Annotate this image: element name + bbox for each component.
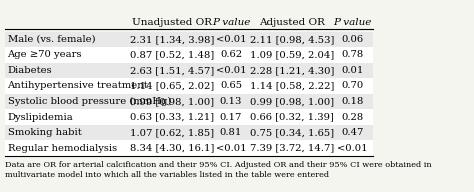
Text: 2.31 [1.34, 3.98]: 2.31 [1.34, 3.98]: [130, 35, 214, 44]
Text: <0.01: <0.01: [337, 144, 368, 152]
Text: 0.06: 0.06: [341, 35, 364, 44]
Text: 0.99 [0.98, 1.00]: 0.99 [0.98, 1.00]: [130, 97, 214, 106]
Text: 2.28 [1.21, 4.30]: 2.28 [1.21, 4.30]: [250, 66, 335, 75]
Bar: [6, 94, 373, 109]
Bar: [6, 78, 373, 94]
Text: 0.47: 0.47: [341, 128, 364, 137]
Text: 1.14 [0.65, 2.02]: 1.14 [0.65, 2.02]: [130, 81, 214, 90]
Bar: [6, 32, 373, 47]
Text: 1.09 [0.59, 2.04]: 1.09 [0.59, 2.04]: [250, 50, 335, 60]
Text: 0.87 [0.52, 1.48]: 0.87 [0.52, 1.48]: [130, 50, 214, 60]
Text: 0.28: 0.28: [341, 113, 364, 122]
Bar: [6, 109, 373, 125]
Text: Smoking habit: Smoking habit: [8, 128, 81, 137]
Text: 0.18: 0.18: [341, 97, 364, 106]
Text: Data are OR for arterial calcification and their 95% CI. Adjusted OR and their 9: Data are OR for arterial calcification a…: [6, 161, 432, 179]
Text: 0.81: 0.81: [220, 128, 242, 137]
Text: 0.75 [0.34, 1.65]: 0.75 [0.34, 1.65]: [250, 128, 334, 137]
Text: 1.07 [0.62, 1.85]: 1.07 [0.62, 1.85]: [130, 128, 214, 137]
Text: Diabetes: Diabetes: [8, 66, 52, 75]
Bar: [6, 125, 373, 140]
Text: Regular hemodialysis: Regular hemodialysis: [8, 144, 117, 152]
Text: Adjusted OR: Adjusted OR: [259, 18, 325, 27]
Text: 0.99 [0.98, 1.00]: 0.99 [0.98, 1.00]: [250, 97, 334, 106]
Text: 1.14 [0.58, 2.22]: 1.14 [0.58, 2.22]: [250, 81, 335, 90]
Text: 0.13: 0.13: [220, 97, 242, 106]
Text: Systolic blood pressure (mmHg): Systolic blood pressure (mmHg): [8, 97, 171, 106]
Text: P value: P value: [212, 18, 250, 27]
Text: <0.01: <0.01: [216, 35, 246, 44]
Text: 2.63 [1.51, 4.57]: 2.63 [1.51, 4.57]: [130, 66, 214, 75]
Text: 0.70: 0.70: [341, 81, 364, 90]
Text: Unadjusted OR: Unadjusted OR: [132, 18, 212, 27]
Text: 2.11 [0.98, 4.53]: 2.11 [0.98, 4.53]: [250, 35, 335, 44]
Text: Dyslipidemia: Dyslipidemia: [8, 113, 73, 122]
Text: P value: P value: [333, 18, 372, 27]
Text: Age ≥70 years: Age ≥70 years: [8, 50, 82, 60]
Text: 0.78: 0.78: [341, 50, 364, 60]
Text: <0.01: <0.01: [216, 66, 246, 75]
Text: Male (vs. female): Male (vs. female): [8, 35, 95, 44]
Text: 0.01: 0.01: [341, 66, 364, 75]
Text: 0.63 [0.33, 1.21]: 0.63 [0.33, 1.21]: [130, 113, 214, 122]
Text: Antihypertensive treatment: Antihypertensive treatment: [8, 81, 148, 90]
Text: <0.01: <0.01: [216, 144, 246, 152]
Bar: [6, 140, 373, 156]
Text: 0.65: 0.65: [220, 81, 242, 90]
Bar: [6, 47, 373, 63]
Text: 0.17: 0.17: [220, 113, 242, 122]
Text: 0.62: 0.62: [220, 50, 242, 60]
Text: 8.34 [4.30, 16.1]: 8.34 [4.30, 16.1]: [130, 144, 214, 152]
Text: 0.66 [0.32, 1.39]: 0.66 [0.32, 1.39]: [250, 113, 334, 122]
Text: 7.39 [3.72, 14.7]: 7.39 [3.72, 14.7]: [250, 144, 335, 152]
Bar: [6, 63, 373, 78]
